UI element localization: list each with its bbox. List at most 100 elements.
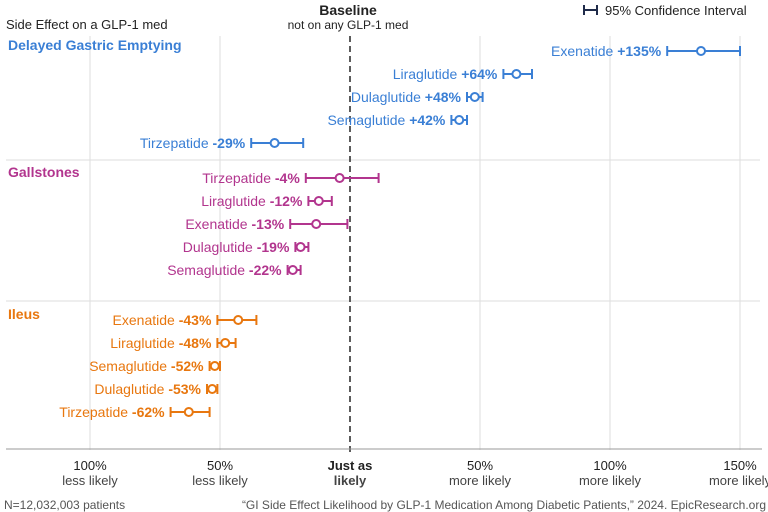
point-marker bbox=[454, 115, 465, 125]
x-tick-label: 150% bbox=[723, 458, 757, 473]
data-row: Dulaglutide -19% bbox=[183, 239, 310, 255]
data-row: Semaglutide -22% bbox=[167, 262, 302, 278]
drug-name: Semaglutide bbox=[167, 262, 249, 278]
value-label: -22% bbox=[249, 262, 282, 278]
value-label: -48% bbox=[179, 335, 212, 351]
drug-name: Semaglutide bbox=[89, 358, 171, 374]
value-label: -29% bbox=[213, 135, 246, 151]
point-marker bbox=[287, 265, 298, 275]
drug-name: Liraglutide bbox=[201, 193, 270, 209]
legend: 95% Confidence Interval bbox=[583, 3, 747, 18]
group-1: Gallstones Tirzepatide -4% Liraglutide -12… bbox=[8, 164, 380, 278]
data-row: Exenatide -43% bbox=[113, 312, 258, 328]
point-label: Exenatide +135% bbox=[551, 43, 662, 59]
value-label: -62% bbox=[132, 404, 165, 420]
value-label: +135% bbox=[617, 43, 662, 59]
x-tick-sublabel: less likely bbox=[192, 473, 248, 488]
group-title: Delayed Gastric Emptying bbox=[8, 37, 182, 53]
drug-name: Dulaglutide bbox=[94, 381, 168, 397]
point-label: Semaglutide -52% bbox=[89, 358, 204, 374]
point-label: Dulaglutide -19% bbox=[183, 239, 290, 255]
point-marker bbox=[220, 338, 231, 348]
groups: Delayed Gastric Emptying Exenatide +135% L… bbox=[8, 37, 741, 420]
point-label: Liraglutide -12% bbox=[201, 193, 303, 209]
point-label: Tirzepatide -29% bbox=[140, 135, 246, 151]
value-label: +64% bbox=[461, 66, 498, 82]
point-marker bbox=[209, 361, 220, 371]
group-title: Gallstones bbox=[8, 164, 80, 180]
point-label: Tirzepatide -62% bbox=[59, 404, 165, 420]
x-tick-sublabel: less likely bbox=[62, 473, 118, 488]
baseline-subtitle: not on any GLP-1 med bbox=[288, 18, 409, 32]
value-label: -52% bbox=[171, 358, 204, 374]
data-row: Exenatide -13% bbox=[185, 216, 349, 232]
x-tick-label: 100% bbox=[73, 458, 107, 473]
baseline-title: Baseline bbox=[319, 2, 377, 18]
data-row: Dulaglutide +48% bbox=[351, 89, 484, 105]
point-label: Exenatide -43% bbox=[113, 312, 212, 328]
data-row: Dulaglutide -53% bbox=[94, 381, 219, 397]
data-row: Tirzepatide -62% bbox=[59, 404, 211, 420]
point-label: Dulaglutide +48% bbox=[351, 89, 462, 105]
drug-name: Tirzepatide bbox=[140, 135, 213, 151]
drug-name: Liraglutide bbox=[393, 66, 462, 82]
point-label: Exenatide -13% bbox=[185, 216, 284, 232]
point-marker bbox=[469, 92, 480, 102]
point-marker bbox=[311, 219, 322, 229]
drug-name: Dulaglutide bbox=[183, 239, 257, 255]
value-label: +42% bbox=[409, 112, 446, 128]
group-title: Ileus bbox=[8, 306, 40, 322]
group-0: Delayed Gastric Emptying Exenatide +135% L… bbox=[8, 37, 741, 151]
point-marker bbox=[233, 315, 244, 325]
x-tick-sublabel: more likely bbox=[579, 473, 642, 488]
point-marker bbox=[183, 407, 194, 417]
drug-name: Exenatide bbox=[551, 43, 617, 59]
point-label: Dulaglutide -53% bbox=[94, 381, 201, 397]
legend-label: 95% Confidence Interval bbox=[605, 3, 747, 18]
point-label: Semaglutide -22% bbox=[167, 262, 282, 278]
data-row: Exenatide +135% bbox=[551, 43, 741, 59]
value-label: -19% bbox=[257, 239, 290, 255]
drug-name: Semaglutide bbox=[327, 112, 409, 128]
footer-patients: N=12,032,003 patients bbox=[4, 498, 125, 512]
header-left-note: Side Effect on a GLP-1 med bbox=[6, 17, 168, 32]
x-tick-sublabel: likely bbox=[334, 473, 367, 488]
data-row: Semaglutide +42% bbox=[327, 112, 468, 128]
point-marker bbox=[313, 196, 324, 206]
value-label: -53% bbox=[168, 381, 201, 397]
group-2: Ileus Exenatide -43%Liraglutide -48%Semag… bbox=[8, 306, 258, 420]
drug-name: Tirzepatide bbox=[202, 170, 275, 186]
data-row: Semaglutide -52% bbox=[89, 358, 221, 374]
group-separators bbox=[6, 159, 760, 302]
point-marker bbox=[207, 384, 218, 394]
point-label: Tirzepatide -4% bbox=[202, 170, 300, 186]
point-marker bbox=[295, 242, 306, 252]
data-row: Tirzepatide -29% bbox=[140, 135, 305, 151]
data-row: Tirzepatide -4% bbox=[202, 170, 380, 186]
drug-name: Exenatide bbox=[185, 216, 251, 232]
point-marker bbox=[696, 46, 706, 56]
x-tick-label: 50% bbox=[207, 458, 233, 473]
point-marker bbox=[269, 138, 280, 148]
x-tick-label: 100% bbox=[593, 458, 627, 473]
point-label: Liraglutide +64% bbox=[393, 66, 498, 82]
value-label: -43% bbox=[179, 312, 212, 328]
x-tick-label: 50% bbox=[467, 458, 493, 473]
data-row: Liraglutide +64% bbox=[393, 66, 533, 82]
value-label: -4% bbox=[275, 170, 300, 186]
drug-name: Exenatide bbox=[113, 312, 179, 328]
x-tick-sublabel: more likely bbox=[709, 473, 768, 488]
value-label: -12% bbox=[270, 193, 303, 209]
footer-citation: “GI Side Effect Likelihood by GLP-1 Medi… bbox=[242, 498, 766, 512]
point-label: Semaglutide +42% bbox=[327, 112, 445, 128]
data-row: Liraglutide -48% bbox=[110, 335, 237, 351]
drug-name: Liraglutide bbox=[110, 335, 179, 351]
data-row: Liraglutide -12% bbox=[201, 193, 333, 209]
drug-name: Dulaglutide bbox=[351, 89, 425, 105]
grid-lines bbox=[89, 36, 741, 450]
x-tick-label: Just as bbox=[328, 458, 373, 473]
x-tick-sublabel: more likely bbox=[449, 473, 512, 488]
point-label: Liraglutide -48% bbox=[110, 335, 212, 351]
value-label: +48% bbox=[425, 89, 462, 105]
